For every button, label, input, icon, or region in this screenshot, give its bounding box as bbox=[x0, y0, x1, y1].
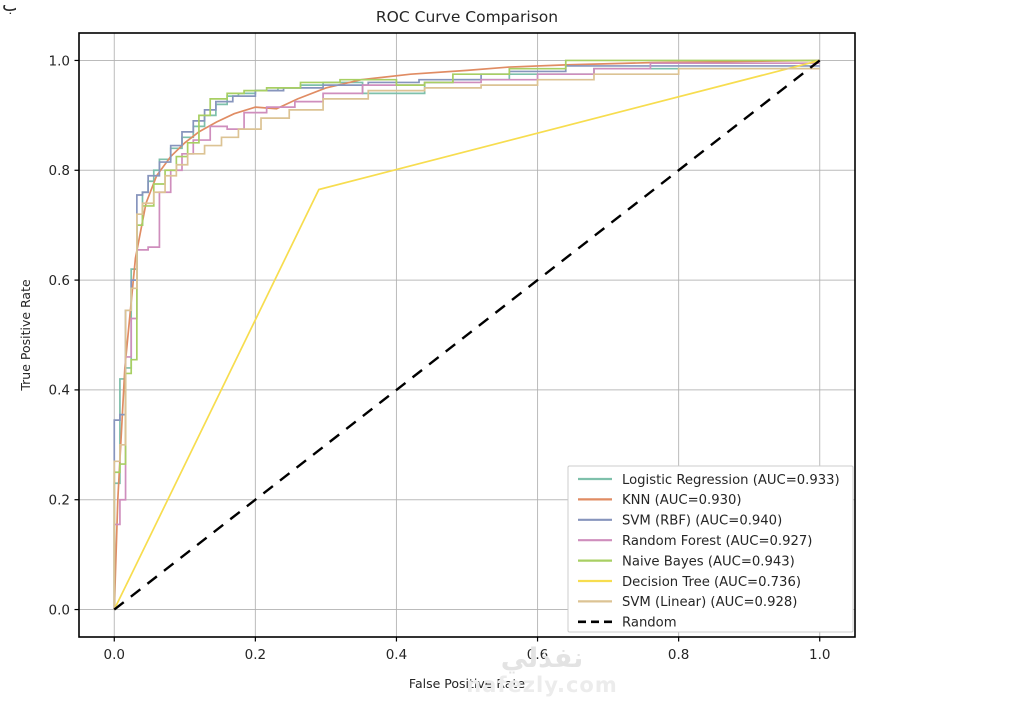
legend-item-2[interactable]: SVM (RBF) (AUC=0.940) bbox=[578, 514, 782, 529]
legend-label: Naive Bayes (AUC=0.943) bbox=[622, 554, 795, 569]
legend-label: Decision Tree (AUC=0.736) bbox=[622, 575, 801, 590]
y-tick-label: 0.6 bbox=[49, 273, 70, 289]
x-tick-label: 0.2 bbox=[245, 647, 266, 663]
roc-curve-series-5 bbox=[113, 59, 820, 610]
legend-item-4[interactable]: Naive Bayes (AUC=0.943) bbox=[578, 554, 795, 569]
x-axis-label: False Positive Rate bbox=[409, 676, 525, 691]
axis-ticks: 0.0 0.2 0.4 0.6 0.8 1.0 0.0 0.2 0.4 0.6 0.8 1.0 bbox=[49, 53, 831, 663]
y-axis-label: True Positive Rate bbox=[18, 279, 33, 392]
legend-label: Random Forest (AUC=0.927) bbox=[622, 534, 812, 549]
roc-curve-series-4 bbox=[113, 59, 820, 610]
x-tick-label: 0.4 bbox=[386, 647, 407, 663]
corner-glyph: ب bbox=[2, 0, 16, 16]
x-tick-label: 0.6 bbox=[527, 647, 548, 663]
y-tick-label: 0.0 bbox=[49, 602, 70, 618]
roc-curve-series-6 bbox=[113, 67, 820, 610]
x-tick-label: 0.8 bbox=[668, 647, 689, 663]
roc-curve-series-3 bbox=[113, 62, 820, 610]
axes-frame bbox=[78, 32, 856, 638]
legend-item-0[interactable]: Logistic Regression (AUC=0.933) bbox=[578, 473, 840, 488]
y-tick-label: 0.4 bbox=[49, 383, 70, 399]
legend-item-1[interactable]: KNN (AUC=0.930) bbox=[578, 493, 742, 508]
legend-label: Logistic Regression (AUC=0.933) bbox=[622, 473, 840, 488]
y-tick-label: 0.8 bbox=[49, 163, 70, 179]
y-tick-label: 1.0 bbox=[49, 53, 70, 69]
legend-item-6[interactable]: SVM (Linear) (AUC=0.928) bbox=[578, 595, 797, 610]
legend[interactable]: Logistic Regression (AUC=0.933) KNN (AUC=… bbox=[567, 465, 854, 633]
roc-curve-series-7 bbox=[113, 59, 821, 611]
legend-item-3[interactable]: Random Forest (AUC=0.927) bbox=[578, 534, 812, 549]
legend-label: Random bbox=[622, 616, 677, 631]
legend-box bbox=[567, 465, 854, 633]
legend-item-7[interactable]: Random bbox=[578, 616, 677, 631]
chart-title: ROC Curve Comparison bbox=[376, 8, 558, 26]
roc-curve-series-2 bbox=[113, 65, 820, 610]
axes-border bbox=[78, 32, 856, 638]
legend-item-5[interactable]: Decision Tree (AUC=0.736) bbox=[578, 575, 801, 590]
legend-label: SVM (Linear) (AUC=0.928) bbox=[622, 595, 797, 610]
legend-label: SVM (RBF) (AUC=0.940) bbox=[622, 514, 782, 529]
axis-labels: ROC Curve Comparison False Positive Rate T… bbox=[18, 8, 558, 691]
roc-curves bbox=[113, 59, 821, 611]
x-tick-label: 0.0 bbox=[104, 647, 125, 663]
y-tick-label: 0.2 bbox=[49, 493, 70, 509]
legend-label: KNN (AUC=0.930) bbox=[622, 493, 742, 508]
x-tick-label: 1.0 bbox=[809, 647, 830, 663]
